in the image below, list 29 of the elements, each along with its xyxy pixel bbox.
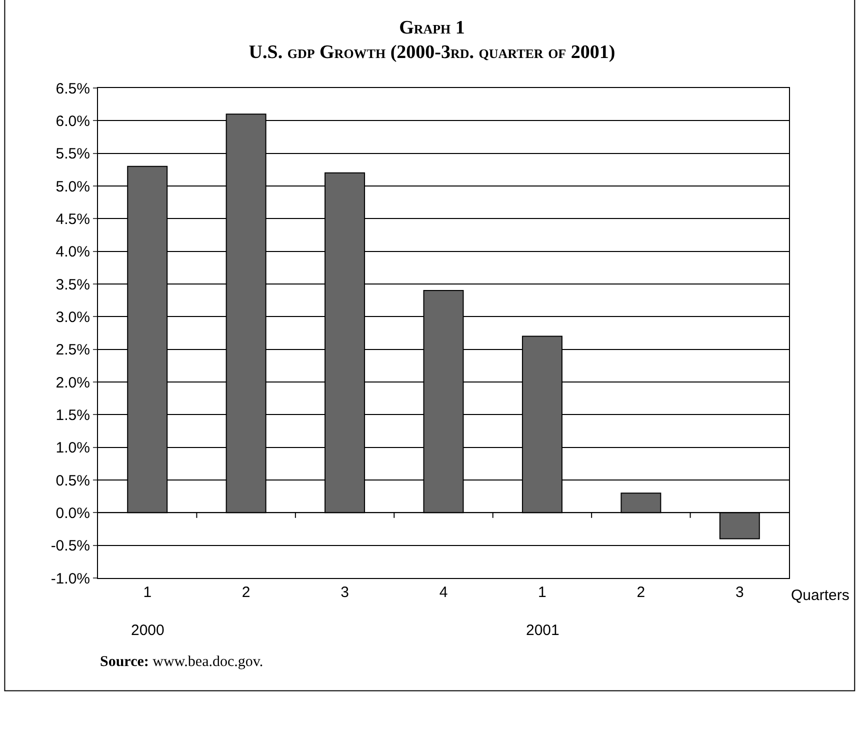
text: 2001 — [526, 622, 560, 639]
y-tick-label: 6.5% — [56, 80, 90, 98]
y-tick-label: -0.5% — [50, 538, 90, 555]
source-note: Source: www.bea.doc.gov. — [100, 654, 264, 670]
y-tick-label: 0.5% — [56, 472, 90, 490]
y-tick-label: 3.5% — [56, 276, 90, 294]
y-tick-label: 2.0% — [56, 374, 90, 392]
text: 2000 — [131, 622, 164, 639]
chart-subtitle: U.S. gdp Growth (2000-3rd. quarter of 2001) — [248, 42, 616, 63]
y-tick-label: 0.0% — [56, 504, 90, 522]
y-tick-label: 1.0% — [56, 440, 90, 457]
x-tick-label: 1 — [538, 584, 546, 601]
y-tick-label: 4.0% — [56, 244, 90, 261]
x-tick-label: 1 — [143, 584, 152, 601]
y-tick-label: 6.0% — [56, 112, 90, 130]
y-tick-label: 2.5% — [56, 342, 90, 359]
y-tick-label: 5.5% — [56, 146, 90, 163]
x-tick-label: 2 — [242, 584, 250, 601]
x-axis-title: Quarters — [791, 587, 850, 604]
x-tick-label: 2 — [636, 584, 646, 601]
x-tick-label: 4 — [439, 584, 448, 601]
y-tick-label: 4.5% — [56, 210, 90, 228]
y-tick-label: 3.0% — [56, 308, 90, 326]
y-tick-label: -1.0% — [50, 570, 90, 588]
y-tick-label: 1.5% — [56, 406, 90, 424]
x-tick-label: 3 — [340, 584, 349, 601]
x-tick-label: 3 — [735, 584, 744, 601]
chart-title: Graph 1 — [399, 17, 465, 38]
y-tick-label: 5.0% — [56, 178, 90, 196]
